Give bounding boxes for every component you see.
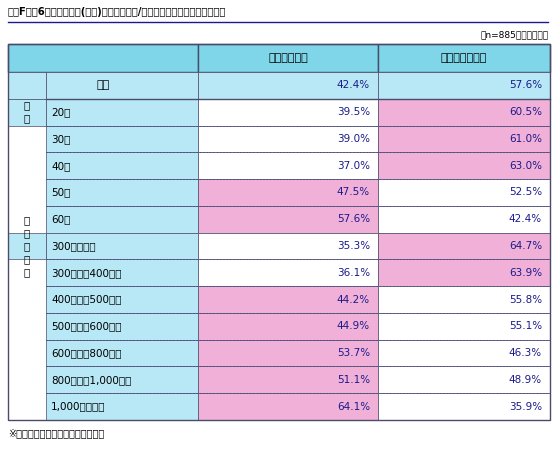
Text: 53.7%: 53.7%	[337, 348, 370, 358]
Bar	[378, 259, 550, 286]
Text: 57.6%: 57.6%	[337, 214, 370, 224]
Bar	[378, 393, 550, 420]
Text: 44.9%: 44.9%	[337, 321, 370, 331]
Bar	[378, 340, 550, 366]
Bar	[198, 99, 378, 126]
Text: 収: 収	[24, 267, 30, 277]
Text: 600万円～800万円: 600万円～800万円	[51, 348, 122, 358]
Bar	[378, 286, 550, 313]
Text: 世: 世	[24, 101, 30, 111]
Bar	[378, 99, 550, 126]
Text: 満足している: 満足している	[268, 53, 308, 63]
Text: 57.6%: 57.6%	[509, 80, 542, 90]
Bar	[378, 179, 550, 206]
Text: 39.0%: 39.0%	[337, 134, 370, 144]
Text: 20代: 20代	[51, 107, 70, 117]
Bar	[8, 72, 46, 99]
Text: 61.0%: 61.0%	[509, 134, 542, 144]
Text: 42.4%: 42.4%	[337, 80, 370, 90]
Text: の: の	[24, 241, 30, 251]
Text: ※背景色付きは、全体を超える回答: ※背景色付きは、全体を超える回答	[8, 428, 104, 438]
Bar	[378, 72, 550, 99]
Bar	[198, 152, 378, 179]
Bar	[46, 152, 198, 179]
Bar	[378, 206, 550, 233]
Text: 39.5%: 39.5%	[337, 107, 370, 117]
Bar	[46, 233, 198, 259]
Text: 800万円～1,000万円: 800万円～1,000万円	[51, 375, 131, 385]
Text: 40代: 40代	[51, 161, 70, 171]
Bar	[46, 179, 198, 206]
Text: 400万円～500万円: 400万円～500万円	[51, 295, 122, 304]
Text: 46.3%: 46.3%	[509, 348, 542, 358]
Text: （n=885／複数回答）: （n=885／複数回答）	[481, 30, 549, 39]
Bar	[378, 44, 550, 72]
Text: 55.8%: 55.8%	[509, 295, 542, 304]
Text: 1,000万円以上: 1,000万円以上	[51, 402, 105, 412]
Bar	[8, 233, 46, 259]
Text: 44.2%: 44.2%	[337, 295, 370, 304]
Bar	[46, 259, 198, 286]
Bar	[198, 206, 378, 233]
Text: 年: 年	[24, 254, 30, 264]
Bar	[378, 313, 550, 340]
Text: 60.5%: 60.5%	[509, 107, 542, 117]
Text: 50代: 50代	[51, 187, 70, 197]
Bar	[46, 126, 198, 152]
Text: 47.5%: 47.5%	[337, 187, 370, 197]
Text: 36.1%: 36.1%	[337, 268, 370, 278]
Bar	[46, 99, 198, 126]
Bar	[46, 286, 198, 313]
Bar	[198, 259, 378, 286]
Bar	[198, 366, 378, 393]
Text: 30代: 30代	[51, 134, 70, 144]
Bar	[198, 313, 378, 340]
Bar	[8, 44, 550, 420]
Text: 全体: 全体	[97, 80, 109, 90]
Bar	[198, 340, 378, 366]
Text: 52.5%: 52.5%	[509, 187, 542, 197]
Text: 代: 代	[24, 114, 30, 123]
Text: 51.1%: 51.1%	[337, 375, 370, 385]
Bar	[198, 179, 378, 206]
Text: 図表F　第6回「隣の芝生(企業)は青い」調査/自身の仕事・勤務先への満足度: 図表F 第6回「隣の芝生(企業)は青い」調査/自身の仕事・勤務先への満足度	[8, 7, 227, 17]
Text: 60代: 60代	[51, 214, 70, 224]
Text: 300万円～400万円: 300万円～400万円	[51, 268, 122, 278]
Bar	[198, 393, 378, 420]
Bar	[378, 152, 550, 179]
Text: 35.9%: 35.9%	[509, 402, 542, 412]
Bar	[378, 126, 550, 152]
Bar	[46, 206, 198, 233]
Text: 500万円～600万円: 500万円～600万円	[51, 321, 122, 331]
Bar	[198, 44, 378, 72]
Bar	[46, 72, 198, 99]
Bar	[8, 99, 46, 126]
Bar	[198, 286, 378, 313]
Text: 自: 自	[24, 215, 30, 225]
Bar	[198, 126, 378, 152]
Text: 48.9%: 48.9%	[509, 375, 542, 385]
Bar	[46, 313, 198, 340]
Bar	[46, 366, 198, 393]
Bar	[198, 233, 378, 259]
Bar	[198, 72, 378, 99]
Text: 63.9%: 63.9%	[509, 268, 542, 278]
Bar	[46, 340, 198, 366]
Bar	[378, 233, 550, 259]
Bar	[46, 393, 198, 420]
Text: 35.3%: 35.3%	[337, 241, 370, 251]
Text: 63.0%: 63.0%	[509, 161, 542, 171]
Text: 64.1%: 64.1%	[337, 402, 370, 412]
Text: 分: 分	[24, 228, 30, 238]
Bar	[378, 366, 550, 393]
Text: 300万円未満: 300万円未満	[51, 241, 95, 251]
Text: 満足していない: 満足していない	[441, 53, 487, 63]
Text: 37.0%: 37.0%	[337, 161, 370, 171]
Text: 55.1%: 55.1%	[509, 321, 542, 331]
Bar	[8, 44, 198, 72]
Text: 42.4%: 42.4%	[509, 214, 542, 224]
Text: 64.7%: 64.7%	[509, 241, 542, 251]
